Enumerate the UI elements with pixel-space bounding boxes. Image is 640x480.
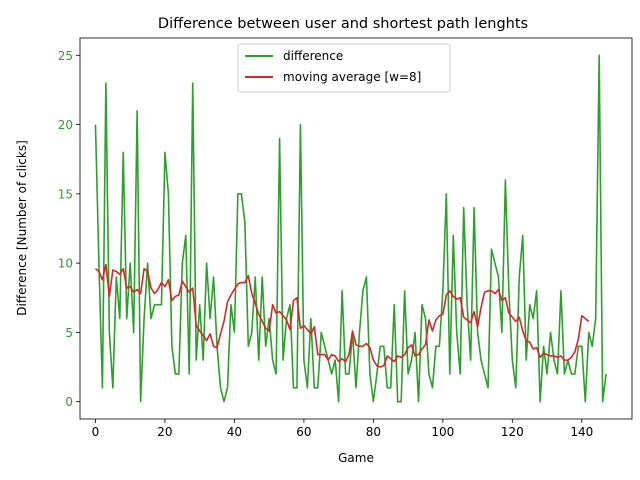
y-axis-label: Difference [Number of clicks] <box>15 140 29 316</box>
y-axis-ticks: 0 5 10 15 20 25 <box>58 49 80 409</box>
legend-label-moving-average: moving average [w=8] <box>283 70 421 84</box>
y-tick-label: 20 <box>58 118 73 132</box>
legend-box <box>237 43 451 93</box>
y-tick-label: 10 <box>58 257 73 271</box>
x-tick-label: 100 <box>431 425 454 439</box>
y-tick-label: 15 <box>58 187 73 201</box>
x-axis-label: Game <box>338 451 374 465</box>
x-axis-ticks: 0 20 40 60 80 100 120 140 <box>92 419 593 439</box>
legend: difference moving average [w=8] <box>237 43 451 93</box>
y-tick-label: 25 <box>58 49 73 63</box>
legend-label-difference: difference <box>283 49 343 63</box>
series-line-difference <box>94 54 607 403</box>
y-tick-label: 5 <box>65 326 73 340</box>
series-line-moving-average-w-8 <box>94 263 590 368</box>
x-tick-label: 20 <box>157 425 172 439</box>
x-tick-label: 40 <box>227 425 242 439</box>
x-tick-label: 120 <box>501 425 524 439</box>
x-tick-label: 80 <box>366 425 381 439</box>
y-tick-label: 0 <box>65 395 73 409</box>
plot-area <box>94 54 607 403</box>
series-layer <box>94 54 607 403</box>
x-tick-label: 60 <box>296 425 311 439</box>
x-tick-label: 140 <box>570 425 593 439</box>
x-tick-label: 0 <box>92 425 100 439</box>
plot-frame <box>79 37 633 420</box>
chart-title: Difference between user and shortest pat… <box>158 16 528 32</box>
